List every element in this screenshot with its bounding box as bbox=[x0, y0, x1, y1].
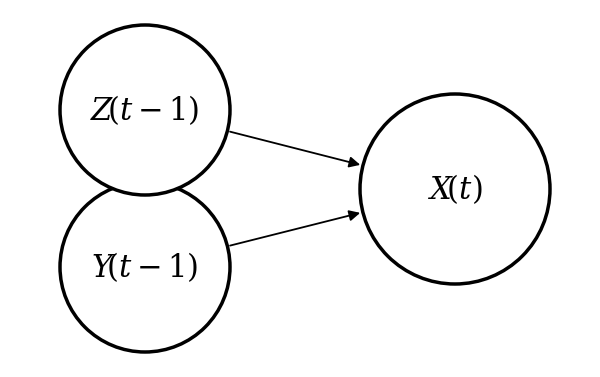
Circle shape bbox=[60, 25, 230, 195]
Text: $Z\!(t-1)$: $Z\!(t-1)$ bbox=[91, 93, 200, 127]
Text: $Y\!(t-1)$: $Y\!(t-1)$ bbox=[91, 250, 199, 284]
Circle shape bbox=[360, 94, 550, 284]
Circle shape bbox=[60, 182, 230, 352]
Text: $X\!(t)$: $X\!(t)$ bbox=[428, 172, 482, 206]
